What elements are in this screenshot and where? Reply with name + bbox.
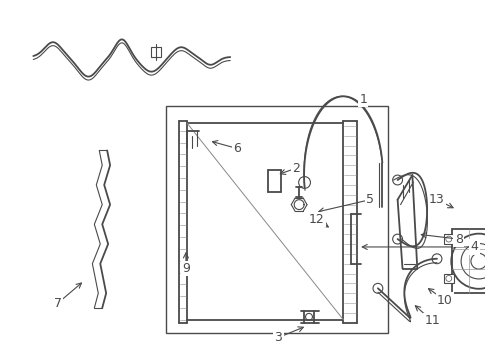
Text: 13: 13 [428, 193, 444, 206]
Circle shape [431, 254, 441, 264]
Circle shape [445, 236, 451, 242]
Text: 4: 4 [469, 240, 477, 253]
Text: 3: 3 [274, 331, 282, 344]
Bar [443, 274, 453, 283]
Circle shape [305, 314, 312, 320]
Circle shape [445, 275, 451, 282]
Text: 2: 2 [292, 162, 300, 175]
Text: 6: 6 [233, 142, 241, 155]
Circle shape [298, 176, 310, 188]
Text: 1: 1 [359, 93, 366, 106]
Text: 10: 10 [436, 294, 452, 307]
Bar [166, 106, 387, 333]
Text: 9: 9 [182, 262, 189, 275]
Text: 12: 12 [308, 213, 324, 226]
Text: 7: 7 [54, 297, 62, 310]
Circle shape [372, 283, 382, 293]
Text: 8: 8 [454, 233, 462, 246]
Circle shape [392, 175, 402, 185]
Bar [443, 234, 453, 244]
Text: 5: 5 [366, 193, 373, 206]
Bar [451, 229, 488, 293]
Bar [151, 47, 161, 57]
Text: 11: 11 [423, 314, 439, 327]
Circle shape [392, 234, 402, 244]
